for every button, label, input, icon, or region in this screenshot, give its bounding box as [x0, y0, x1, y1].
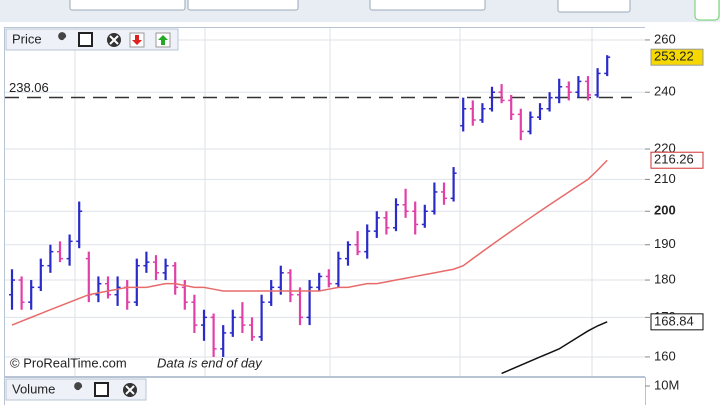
plot-area [5, 39, 645, 375]
ohlc-bar [546, 92, 553, 112]
ohlc-bar [585, 76, 591, 101]
toolbar-input[interactable] [187, 0, 299, 11]
ohlc-bar [498, 84, 505, 104]
ohlc-bar [306, 280, 313, 326]
y-tick-label: 10M [654, 377, 679, 392]
y-tick-label: 220 [654, 140, 676, 155]
moving-average [11, 159, 608, 326]
price-panel [4, 27, 646, 377]
y-tick-label: 200 [654, 203, 676, 218]
value-box-label: 216.26 [654, 152, 694, 167]
watermark: © ProRealTime.com [10, 355, 127, 370]
reference-label: 238.06 [9, 80, 49, 95]
y-tick-label: 240 [654, 84, 676, 99]
ohlc-bar [412, 201, 419, 235]
ohlc-bar [556, 78, 563, 104]
ohlc-bar [162, 258, 169, 281]
value-box [650, 151, 704, 169]
ohlc-bar [604, 55, 611, 77]
ohlc-bar [537, 103, 543, 120]
ohlc-bar [450, 167, 457, 202]
value-box-label: 168.84 [654, 313, 694, 328]
ohlc-bar [191, 294, 198, 333]
volume-title: Volume [12, 381, 55, 396]
ohlc-bar [201, 309, 207, 341]
ohlc-bar [105, 276, 111, 299]
ohlc-bar [316, 272, 323, 292]
moving-average [501, 321, 608, 375]
ohlc-bar [508, 94, 515, 120]
ohlc-bar [37, 258, 44, 292]
ohlc-bar [249, 317, 255, 341]
y-tick-label: 190 [654, 236, 676, 251]
ohlc-bar [479, 103, 486, 123]
ohlc-bar [18, 276, 25, 310]
toolbar-button[interactable] [557, 0, 631, 13]
panel-icons[interactable] [56, 32, 171, 48]
ohlc-bar [133, 258, 140, 306]
ohlc-bar [489, 86, 495, 112]
ohlc-bar [335, 251, 342, 288]
ohlc-bar [9, 269, 15, 310]
ohlc-bar [47, 244, 54, 273]
y-tick-label: 160 [654, 348, 676, 363]
ohlc-bar [325, 269, 332, 288]
ohlc-bar [95, 276, 102, 303]
ohlc-bar [527, 111, 534, 135]
ohlc-bar [114, 276, 121, 306]
y-tick-label: 180 [654, 271, 676, 286]
ohlc-bar [431, 182, 438, 215]
ohlc-bar [287, 269, 294, 303]
value-box [650, 48, 704, 66]
ohlc-bar [441, 182, 447, 205]
ohlc-bar [469, 100, 476, 126]
ohlc-bar [76, 201, 83, 249]
note: Data is end of day [157, 355, 263, 370]
panel-title: Price [12, 31, 42, 46]
ohlc-bar [393, 198, 399, 232]
ohlc-bar [364, 224, 371, 259]
ohlc-bar [210, 313, 217, 357]
toolbar-input[interactable] [69, 0, 186, 11]
ohlc-bar [57, 241, 63, 263]
y-tick-label: 260 [654, 31, 676, 46]
ohlc-bar [460, 97, 467, 132]
ohlc-bar [575, 76, 582, 98]
ohlc-bar [153, 255, 159, 281]
ohlc-bar [373, 211, 380, 238]
ohlc-bar [383, 211, 390, 235]
ohlc-bar [143, 251, 150, 273]
ohlc-bar [258, 294, 265, 341]
ohlc-bar [421, 204, 428, 228]
ohlc-bar [345, 241, 351, 266]
toolbar-input[interactable] [369, 0, 486, 11]
ohlc-bar [277, 265, 284, 295]
ohlc-bar [594, 68, 601, 98]
ohlc-bar [239, 302, 246, 333]
y-tick-label: 210 [654, 171, 676, 186]
ohlc-bar [354, 231, 361, 256]
ohlc-bar [220, 325, 227, 357]
ohlc-bar [66, 234, 73, 266]
toolbar-button[interactable] [694, 0, 720, 21]
ohlc-bar [229, 309, 236, 337]
ohlc-bar [517, 108, 524, 141]
ohlc-bar [172, 262, 179, 295]
ohlc-bar [402, 188, 409, 218]
ohlc-bar [565, 81, 572, 101]
ohlc-bar [268, 280, 275, 306]
panel-icons[interactable] [72, 382, 137, 397]
value-box-label: 253.22 [654, 49, 694, 64]
value-box [650, 313, 704, 331]
ohlc-bar [28, 280, 35, 310]
ohlc-bar [297, 287, 303, 326]
